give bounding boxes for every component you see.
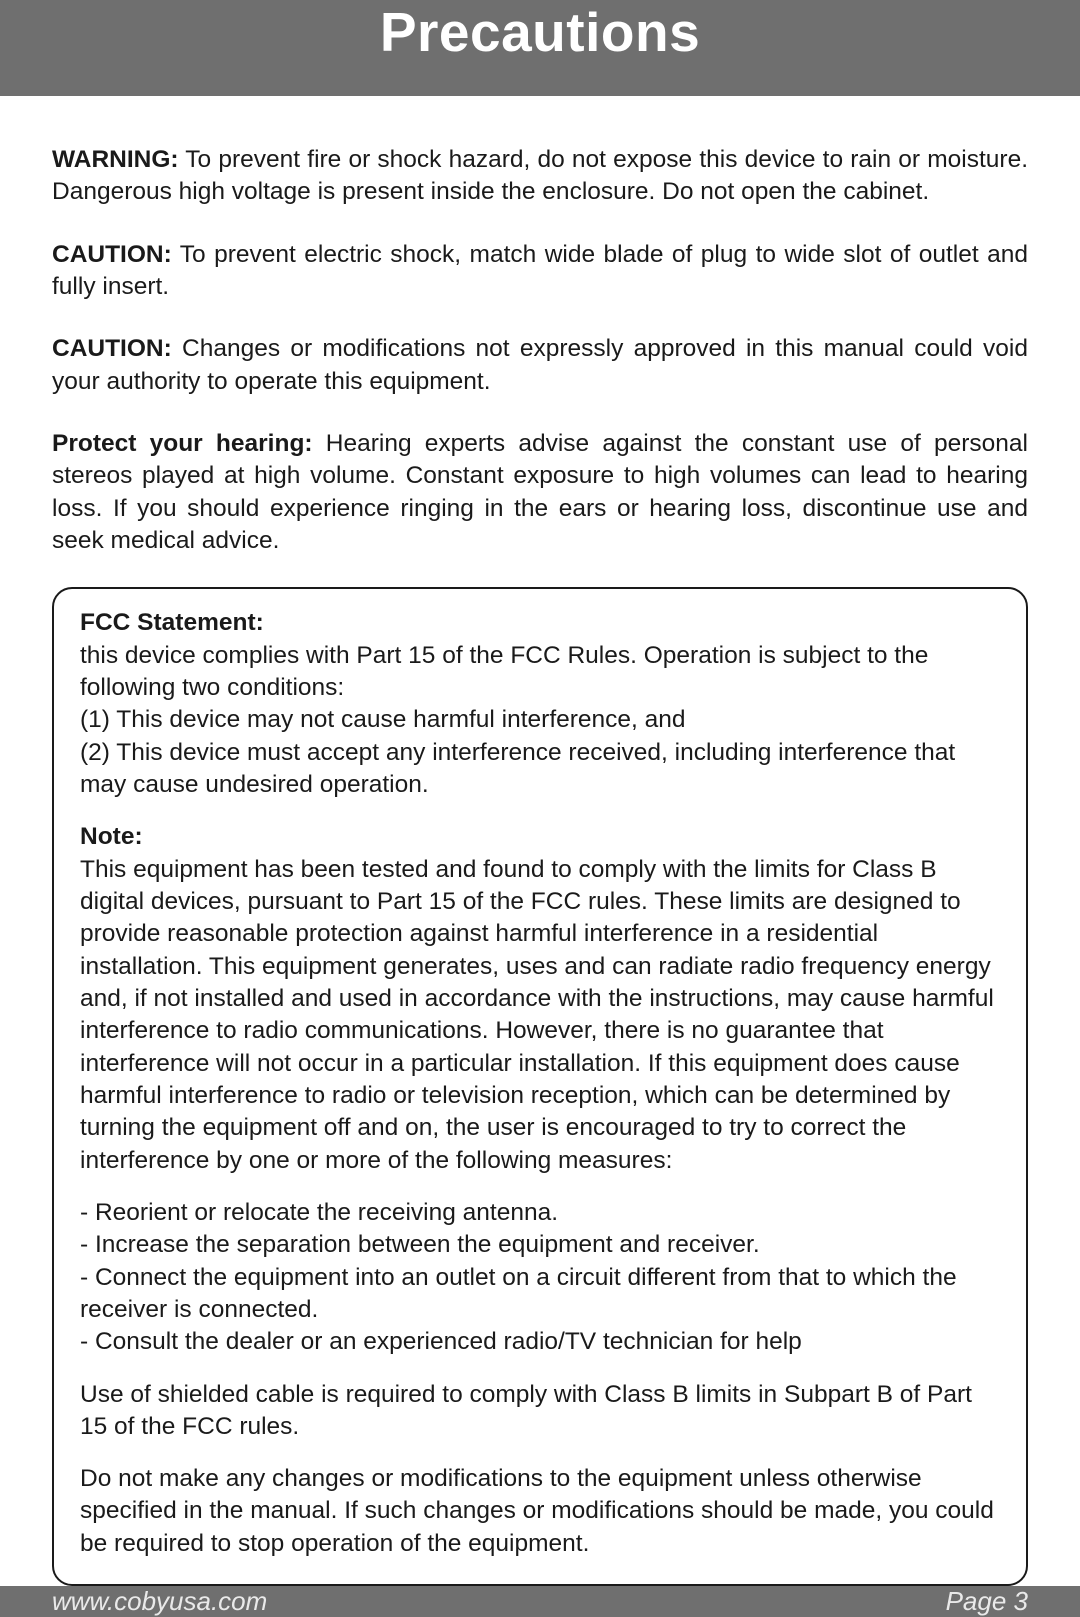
caution1-lead: CAUTION: [52,241,172,268]
measure-item: - Reorient or relocate the receiving ant… [80,1197,1000,1229]
note-body: This equipment has been tested and found… [80,854,1000,1177]
fcc-statement-section: FCC Statement: this device complies with… [80,607,1000,801]
page-title: Precautions [380,0,700,64]
measures-list: - Reorient or relocate the receiving ant… [80,1197,1000,1359]
measure-item: - Connect the equipment into an outlet o… [80,1262,1000,1327]
shielded-paragraph: Use of shielded cable is required to com… [80,1379,1000,1444]
hearing-lead: Protect your hearing: [52,430,313,457]
measure-item: - Consult the dealer or an experienced r… [80,1326,1000,1358]
note-section: Note: This equipment has been tested and… [80,821,1000,1177]
fcc-condition-2: (2) This device must accept any interfer… [80,737,1000,802]
warning-lead: WARNING: [52,146,179,173]
caution2-paragraph: CAUTION: Changes or modifications not ex… [52,333,1028,398]
page: Precautions WARNING: To prevent fire or … [0,0,1080,1530]
footer-bar: www.cobyusa.com Page 3 [0,1586,1080,1617]
content-area: WARNING: To prevent fire or shock hazard… [0,96,1080,1586]
measure-item: - Increase the separation between the eq… [80,1229,1000,1261]
fcc-heading: FCC Statement: [80,607,1000,639]
footer-url: www.cobyusa.com [52,1586,267,1617]
caution1-paragraph: CAUTION: To prevent electric shock, matc… [52,239,1028,304]
warning-paragraph: WARNING: To prevent fire or shock hazard… [52,144,1028,209]
header-bar: Precautions [0,0,1080,96]
hearing-paragraph: Protect your hearing: Hearing experts ad… [52,428,1028,557]
caution1-text: To prevent electric shock, match wide bl… [52,241,1028,300]
caution2-lead: CAUTION: [52,335,172,362]
warning-text: To prevent fire or shock hazard, do not … [52,146,1028,205]
caution2-text: Changes or modifications not expressly a… [52,335,1028,394]
fcc-condition-1: (1) This device may not cause harmful in… [80,704,1000,736]
fcc-box: FCC Statement: this device complies with… [52,587,1028,1586]
note-heading: Note: [80,821,1000,853]
fcc-intro: this device complies with Part 15 of the… [80,640,1000,705]
changes-paragraph: Do not make any changes or modifications… [80,1463,1000,1560]
footer-page: Page 3 [946,1586,1028,1617]
